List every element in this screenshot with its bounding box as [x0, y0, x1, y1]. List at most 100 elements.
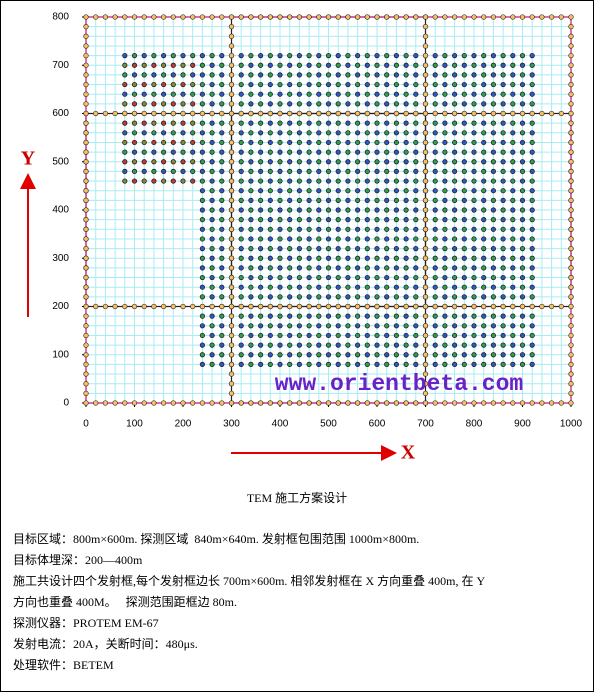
survey-point: [510, 207, 516, 213]
survey-point: [481, 274, 487, 281]
survey-point: [325, 197, 332, 203]
survey-point: [393, 274, 399, 281]
survey-point: [529, 178, 535, 184]
survey-point: [461, 332, 467, 339]
survey-point: [122, 72, 128, 78]
loop-station: [364, 303, 370, 310]
survey-point: [316, 101, 322, 107]
survey-point: [393, 342, 399, 348]
survey-point: [490, 178, 496, 184]
loop-station: [568, 236, 574, 242]
loop-station: [228, 294, 235, 300]
survey-point: [199, 81, 205, 88]
survey-point: [413, 294, 419, 300]
survey-point: [471, 168, 477, 174]
survey-point: [519, 168, 526, 174]
survey-point: [481, 352, 487, 358]
loop-station: [568, 400, 574, 406]
survey-point: [481, 72, 487, 78]
loop-station: [539, 303, 545, 310]
survey-point: [500, 120, 506, 126]
survey-point: [180, 81, 186, 88]
survey-point: [471, 207, 477, 213]
loop-station: [422, 390, 429, 397]
loop-station: [451, 400, 458, 406]
survey-point: [199, 168, 205, 174]
survey-point: [219, 62, 225, 68]
survey-point: [529, 265, 535, 271]
loop-station: [209, 400, 215, 406]
diagram: Y X 0 100 200 300 400 500 600 700 800 900 10000100…: [20, 12, 583, 464]
loop-station: [228, 313, 235, 319]
loop-station: [548, 14, 555, 20]
survey-point: [432, 130, 438, 136]
survey-point: [432, 91, 438, 97]
survey-point: [519, 120, 526, 126]
loop-station: [141, 110, 147, 117]
survey-point: [335, 246, 341, 252]
survey-point: [354, 52, 361, 59]
survey-point: [500, 178, 506, 184]
survey-point: [267, 207, 273, 213]
survey-point: [529, 323, 535, 329]
survey-point: [413, 207, 419, 213]
loop-station: [568, 43, 574, 49]
survey-point: [384, 207, 390, 213]
loop-station: [519, 303, 526, 310]
loop-station: [228, 110, 235, 117]
survey-point: [490, 168, 496, 174]
survey-point: [481, 207, 487, 213]
loop-station: [83, 188, 89, 194]
loop-station: [345, 110, 351, 117]
survey-point: [413, 323, 419, 329]
survey-point: [161, 81, 167, 88]
survey-point: [277, 294, 283, 300]
survey-point: [209, 313, 215, 319]
survey-point: [500, 188, 506, 194]
survey-point: [393, 284, 399, 290]
survey-point: [364, 294, 370, 300]
survey-point: [287, 91, 293, 97]
survey-point: [209, 217, 215, 223]
survey-point: [393, 72, 399, 78]
survey-point: [354, 120, 361, 126]
survey-point: [374, 120, 380, 126]
survey-point: [364, 197, 370, 203]
loop-station: [413, 110, 419, 117]
survey-point: [481, 217, 487, 223]
survey-point: [248, 255, 254, 261]
survey-point: [248, 197, 254, 203]
survey-point: [209, 246, 215, 252]
survey-point: [296, 323, 302, 329]
loop-station: [481, 14, 487, 20]
loop-station: [228, 332, 235, 339]
survey-point: [500, 352, 506, 358]
survey-point: [238, 255, 244, 261]
loop-station: [519, 400, 526, 406]
survey-point: [306, 197, 312, 203]
survey-point: [257, 81, 264, 88]
survey-point: [403, 139, 409, 146]
loop-station: [267, 14, 273, 20]
loop-station: [442, 400, 448, 406]
survey-point: [519, 81, 526, 88]
survey-point: [209, 62, 215, 68]
survey-point: [384, 274, 390, 281]
survey-point: [199, 342, 205, 348]
loop-station: [510, 14, 516, 20]
survey-point: [219, 130, 225, 136]
survey-point: [451, 130, 458, 136]
survey-point: [238, 130, 244, 136]
survey-point: [306, 361, 312, 367]
survey-point: [345, 294, 351, 300]
loop-station: [238, 110, 244, 117]
survey-point: [442, 323, 448, 329]
survey-point: [529, 101, 535, 107]
survey-point: [432, 255, 438, 261]
survey-point: [529, 313, 535, 319]
survey-point: [432, 284, 438, 290]
survey-point: [219, 332, 225, 339]
survey-point: [500, 207, 506, 213]
y-axis-label: Y: [21, 148, 36, 170]
survey-point: [403, 207, 409, 213]
